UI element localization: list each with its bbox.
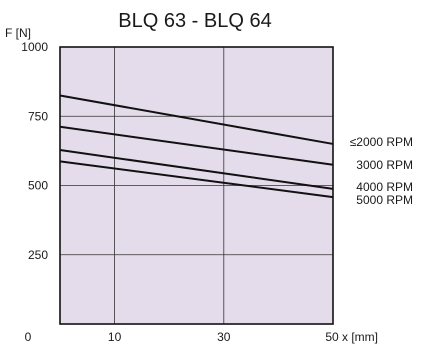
x-tick-label-50: 50 (325, 330, 339, 344)
series-label-3: 4000 RPM (356, 180, 413, 194)
origin-tick-label: 0 (25, 330, 32, 344)
x-axis-label: x [mm] (342, 330, 378, 344)
series-line-1 (59, 94, 334, 145)
series-label-4: 5000 RPM (356, 193, 413, 207)
chart-title: BLQ 63 - BLQ 64 (118, 10, 271, 32)
series-line-4 (59, 160, 334, 199)
series-line-3 (59, 149, 334, 190)
y-axis-label: F [N] (5, 26, 31, 40)
x-tick-label-10: 10 (108, 330, 122, 344)
y-tick-label-1000: 1000 (21, 40, 48, 54)
series-label-2: 3000 RPM (356, 158, 413, 172)
plot-frame (59, 46, 334, 325)
series-line-2 (59, 125, 334, 166)
series-label-1: ≤2000 RPM (350, 135, 413, 149)
x-tick-label-30: 30 (217, 330, 231, 344)
y-tick-label-250: 250 (28, 248, 48, 262)
y-tick-label-750: 750 (28, 109, 48, 123)
y-tick-label-500: 500 (28, 179, 48, 193)
